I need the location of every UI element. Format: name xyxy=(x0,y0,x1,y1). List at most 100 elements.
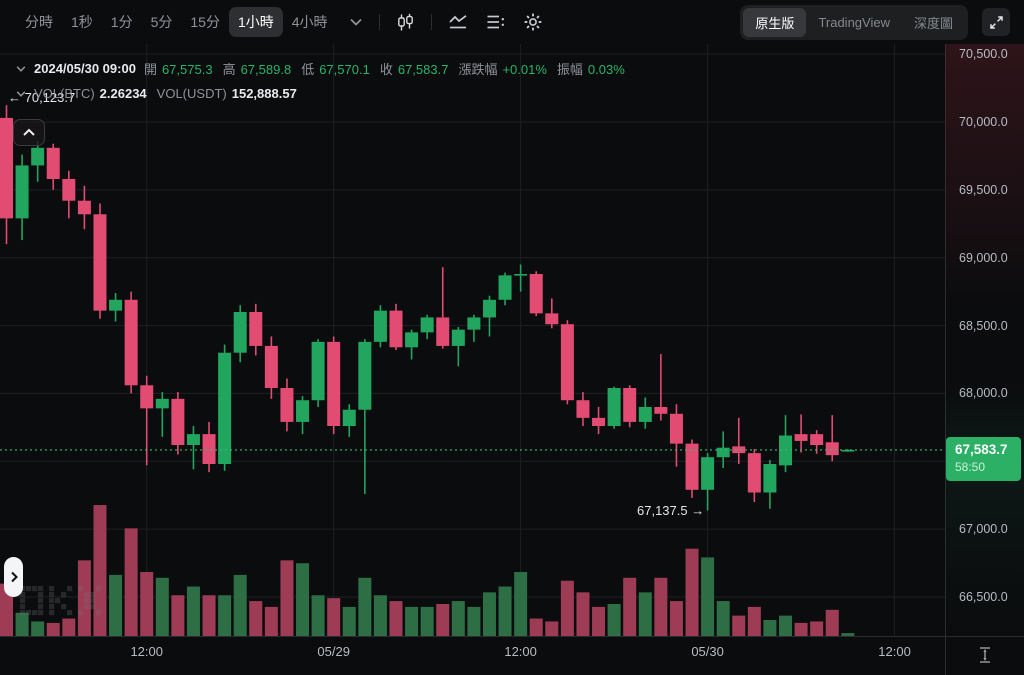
candle-body xyxy=(701,457,715,490)
time-axis-label: 05/30 xyxy=(691,644,724,659)
more-intervals-button[interactable] xyxy=(343,13,369,31)
scroll-panel-up-button[interactable] xyxy=(13,119,45,146)
volume-bar xyxy=(46,622,60,636)
volume-bar xyxy=(467,606,481,636)
volume-bar xyxy=(171,595,185,636)
indicator-list-button[interactable] xyxy=(480,10,511,34)
expand-icon xyxy=(989,15,1003,29)
interval-tab[interactable]: 4小時 xyxy=(283,7,337,37)
candle-body xyxy=(358,341,372,410)
volume-bar xyxy=(763,619,777,636)
interval-tab[interactable]: 1小時 xyxy=(228,7,283,37)
candle-body xyxy=(576,400,590,418)
candle-body xyxy=(420,317,434,333)
watermark-pixel xyxy=(96,610,102,616)
toolbar-divider xyxy=(430,14,432,30)
period-low-annotation: 67,137.5 → xyxy=(637,503,705,518)
candle-body xyxy=(140,385,154,409)
interval-tab[interactable]: 1分 xyxy=(102,7,142,37)
watermark-pixel xyxy=(20,598,26,604)
candle-body xyxy=(592,417,606,426)
price-axis-label: 67,000.0 xyxy=(959,522,1008,537)
volume-bar xyxy=(373,595,387,636)
info-field: VOL(BTC) 2.26234 xyxy=(34,86,147,101)
volume-bar xyxy=(0,583,13,636)
interval-tab[interactable]: 15分 xyxy=(181,7,229,37)
price-axis-label: 70,500.0 xyxy=(959,47,1008,62)
candle-body xyxy=(685,443,699,490)
interval-tab[interactable]: 1秒 xyxy=(62,7,102,37)
time-axis-label: 12:00 xyxy=(878,644,911,659)
candle-body xyxy=(529,274,543,314)
current-price-tag: 67,583.7 58:50 xyxy=(946,436,1021,481)
volume-bar xyxy=(202,595,216,636)
price-axis-label: 66,500.0 xyxy=(959,590,1008,604)
gear-icon xyxy=(524,13,541,31)
candle-body xyxy=(124,299,138,386)
chart-settings-button[interactable] xyxy=(517,8,549,36)
candle-body xyxy=(62,179,76,201)
volume-bar xyxy=(109,574,123,636)
volume-bar xyxy=(732,615,746,636)
volume-bar xyxy=(140,571,154,636)
view-tab[interactable]: 深度圖 xyxy=(902,8,965,37)
watermark-pixel xyxy=(26,586,32,592)
watermark-pixel xyxy=(20,592,26,598)
watermark-pixel xyxy=(55,598,61,604)
candle-body xyxy=(264,345,278,388)
watermark-pixel xyxy=(38,604,44,610)
watermark-pixel xyxy=(49,604,55,610)
volume-bar xyxy=(62,618,76,636)
price-axis-label: 68,000.0 xyxy=(959,386,1008,401)
view-tab[interactable]: TradingView xyxy=(806,10,902,35)
volume-bar xyxy=(810,621,824,636)
overlay-indicator-button[interactable] xyxy=(442,10,474,35)
price-scale-reset-button[interactable] xyxy=(960,641,1010,669)
candle-body xyxy=(716,447,730,458)
volume-bar xyxy=(779,615,792,636)
fullscreen-button[interactable] xyxy=(982,8,1010,36)
candle-body xyxy=(794,434,808,441)
interval-tab[interactable]: 分時 xyxy=(16,7,62,37)
view-tab[interactable]: 原生版 xyxy=(743,7,807,37)
price-axis-label: 69,500.0 xyxy=(959,182,1008,197)
volume-bar xyxy=(436,603,450,636)
volume-bar xyxy=(31,621,45,636)
volume-bar xyxy=(638,592,652,636)
volume-bar xyxy=(233,574,247,636)
volume-bar xyxy=(155,577,169,636)
volume-bar xyxy=(514,571,528,636)
candlestick-icon xyxy=(397,13,413,30)
candle-body xyxy=(233,312,247,353)
volume-info-row: VOL(BTC) 2.26234 VOL(USDT) 152,888.57 xyxy=(16,86,307,101)
collapse-volume-icon[interactable] xyxy=(16,90,26,98)
time-axis-label: 05/29 xyxy=(317,644,350,659)
candle-body xyxy=(31,147,45,166)
time-axis[interactable]: 12:00 05/29 12:00 05/30 12:00 xyxy=(0,636,945,675)
chart-view-switcher: 原生版 TradingView 深度圖 xyxy=(740,4,968,40)
volume-bar xyxy=(249,601,263,636)
indicator-list-icon xyxy=(487,15,504,29)
candle-body xyxy=(171,398,185,445)
watermark-pixel xyxy=(49,598,55,604)
watermark-pixel xyxy=(78,610,84,616)
collapse-info-icon[interactable] xyxy=(16,65,26,73)
candle-body xyxy=(436,317,450,346)
candle-body xyxy=(810,434,824,445)
chart-style-button[interactable] xyxy=(390,9,421,36)
price-scale-icon xyxy=(980,647,990,663)
price-axis[interactable]: 70,500.0 70,000.0 69,500.0 69,000.0 68,500.0… xyxy=(945,44,1024,636)
expand-sidebar-handle[interactable] xyxy=(4,557,23,597)
candle-body xyxy=(202,434,216,464)
info-field: VOL(USDT) 152,888.57 xyxy=(156,86,297,101)
candle-body xyxy=(155,398,169,409)
volume-bar xyxy=(264,606,278,636)
info-field: 振幅 0.03% xyxy=(556,62,625,77)
volume-bar xyxy=(389,601,403,636)
interval-tab[interactable]: 5分 xyxy=(142,7,182,37)
watermark-pixel xyxy=(20,610,26,616)
watermark-pixel xyxy=(67,610,73,616)
volume-bar xyxy=(482,592,496,636)
